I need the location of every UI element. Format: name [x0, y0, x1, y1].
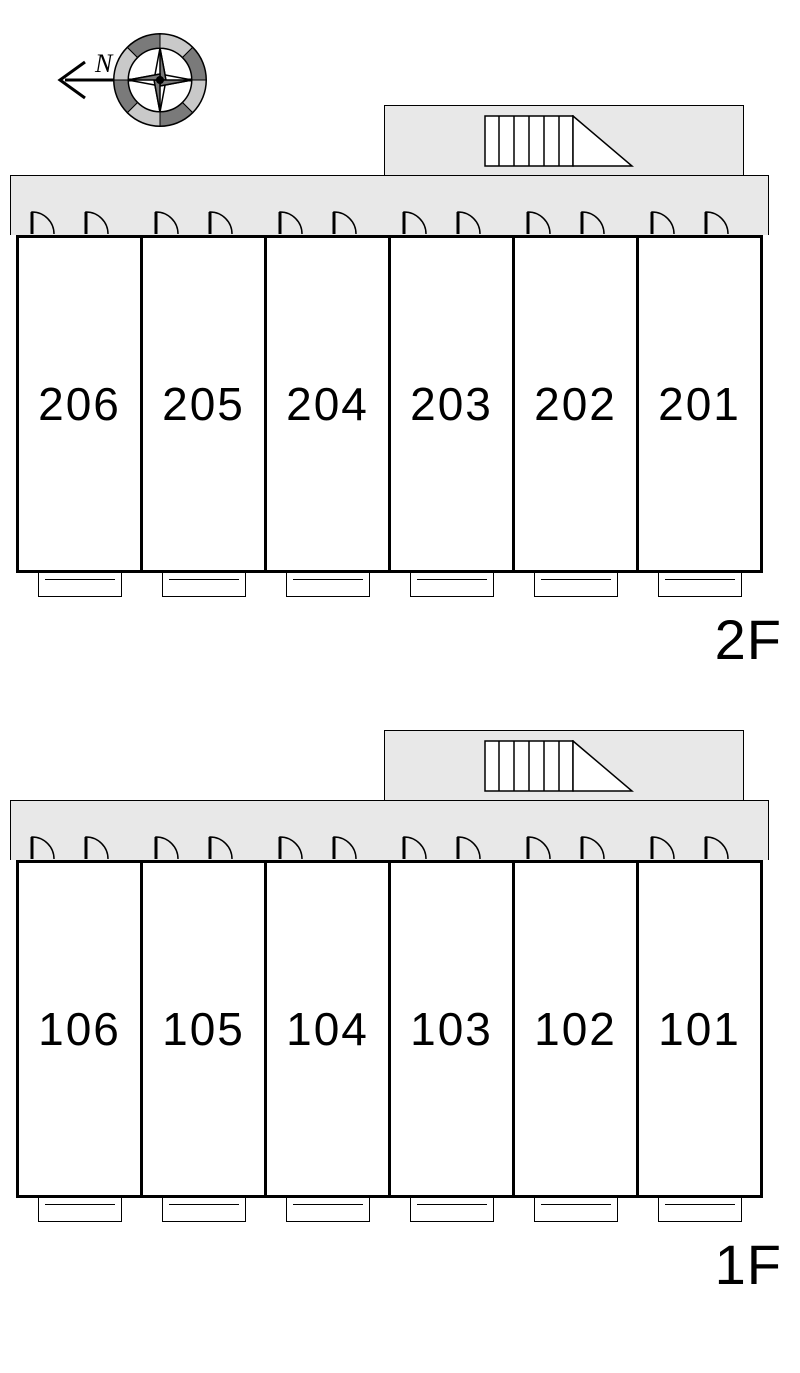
balcony	[38, 573, 122, 597]
floor-label: 1F	[715, 1232, 782, 1297]
balcony	[38, 1198, 122, 1222]
balcony	[534, 573, 618, 597]
unit-cell: 203	[388, 235, 515, 573]
unit-number: 102	[534, 1002, 617, 1056]
unit-cell: 101	[636, 860, 763, 1198]
unit-cell: 104	[264, 860, 391, 1198]
unit-number: 205	[162, 377, 245, 431]
unit-cell: 102	[512, 860, 639, 1198]
unit-cell: 106	[16, 860, 143, 1198]
balcony	[410, 573, 494, 597]
stairs-icon	[484, 115, 634, 172]
unit-cell: 201	[636, 235, 763, 573]
unit-cell: 205	[140, 235, 267, 573]
unit-number: 103	[410, 1002, 493, 1056]
balcony	[534, 1198, 618, 1222]
balcony	[410, 1198, 494, 1222]
unit-number: 204	[286, 377, 369, 431]
floor-block: 2062052042032022012F	[0, 105, 800, 597]
floor-block: 1061051041031021011F	[0, 730, 800, 1222]
balcony	[286, 573, 370, 597]
balcony	[286, 1198, 370, 1222]
unit-cell: 105	[140, 860, 267, 1198]
unit-number: 101	[658, 1002, 741, 1056]
unit-cell: 206	[16, 235, 143, 573]
unit-cell: 204	[264, 235, 391, 573]
unit-number: 104	[286, 1002, 369, 1056]
unit-number: 201	[658, 377, 741, 431]
balcony	[658, 1198, 742, 1222]
unit-number: 105	[162, 1002, 245, 1056]
balcony	[162, 1198, 246, 1222]
floorplan-canvas: N	[0, 0, 800, 1373]
unit-number: 206	[38, 377, 121, 431]
unit-cell: 202	[512, 235, 639, 573]
stairs-icon	[484, 740, 634, 797]
units-row: 206 205 204 203 202 201	[16, 235, 763, 573]
balcony	[162, 573, 246, 597]
unit-number: 202	[534, 377, 617, 431]
svg-text:N: N	[94, 49, 114, 78]
floor-label: 2F	[715, 607, 782, 672]
units-row: 106 105 104 103 102 101	[16, 860, 763, 1198]
unit-number: 203	[410, 377, 493, 431]
balcony	[658, 573, 742, 597]
unit-number: 106	[38, 1002, 121, 1056]
unit-cell: 103	[388, 860, 515, 1198]
